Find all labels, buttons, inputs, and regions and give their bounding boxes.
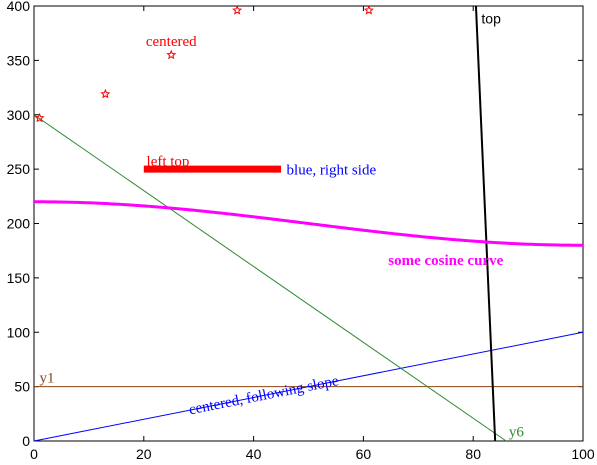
y-tick-label: 0	[22, 433, 30, 449]
y-tick-label: 200	[7, 216, 31, 232]
star-marker	[166, 49, 177, 60]
series-cosine-curve	[34, 200, 583, 247]
annotation-label: centered, following slope	[188, 373, 341, 418]
x-tick-label: 40	[246, 446, 262, 462]
x-tick-label: 80	[465, 446, 481, 462]
star-marker	[100, 88, 111, 99]
annotation-label: centered	[146, 34, 197, 50]
star-marker	[34, 112, 45, 123]
annotation-label: y1	[39, 370, 54, 386]
axes: 0 20 40 60 80 100 0 50 100 150 200 250 300 350 400	[7, 0, 595, 462]
x-tick-label: 20	[136, 446, 152, 462]
y-tick-label: 300	[7, 107, 31, 123]
annotation-label: left top	[147, 154, 190, 170]
x-tick-label: 0	[30, 446, 38, 462]
series-y6	[33, 114, 507, 442]
star-marker	[363, 5, 374, 15]
y-tick-label: 350	[7, 52, 31, 68]
series-top	[474, 5, 497, 442]
y-tick-label: 250	[7, 161, 31, 177]
y-tick-label: 400	[7, 0, 31, 14]
series-layer	[33, 5, 584, 442]
star-marker	[232, 5, 243, 15]
y-tick-label: 100	[7, 324, 31, 340]
y-tick-label: 50	[14, 379, 30, 395]
x-tick-label: 60	[356, 446, 372, 462]
annotation-label: y6	[509, 425, 525, 441]
annotation-label: some cosine curve	[388, 253, 503, 269]
x-tick-label: 100	[571, 446, 595, 462]
annotation-label: top	[481, 10, 501, 26]
annotation-label: blue, right side	[287, 163, 377, 179]
annotation-layer: centered left top blue, right side some cos…	[39, 10, 524, 440]
y-tick-label: 150	[7, 270, 31, 286]
